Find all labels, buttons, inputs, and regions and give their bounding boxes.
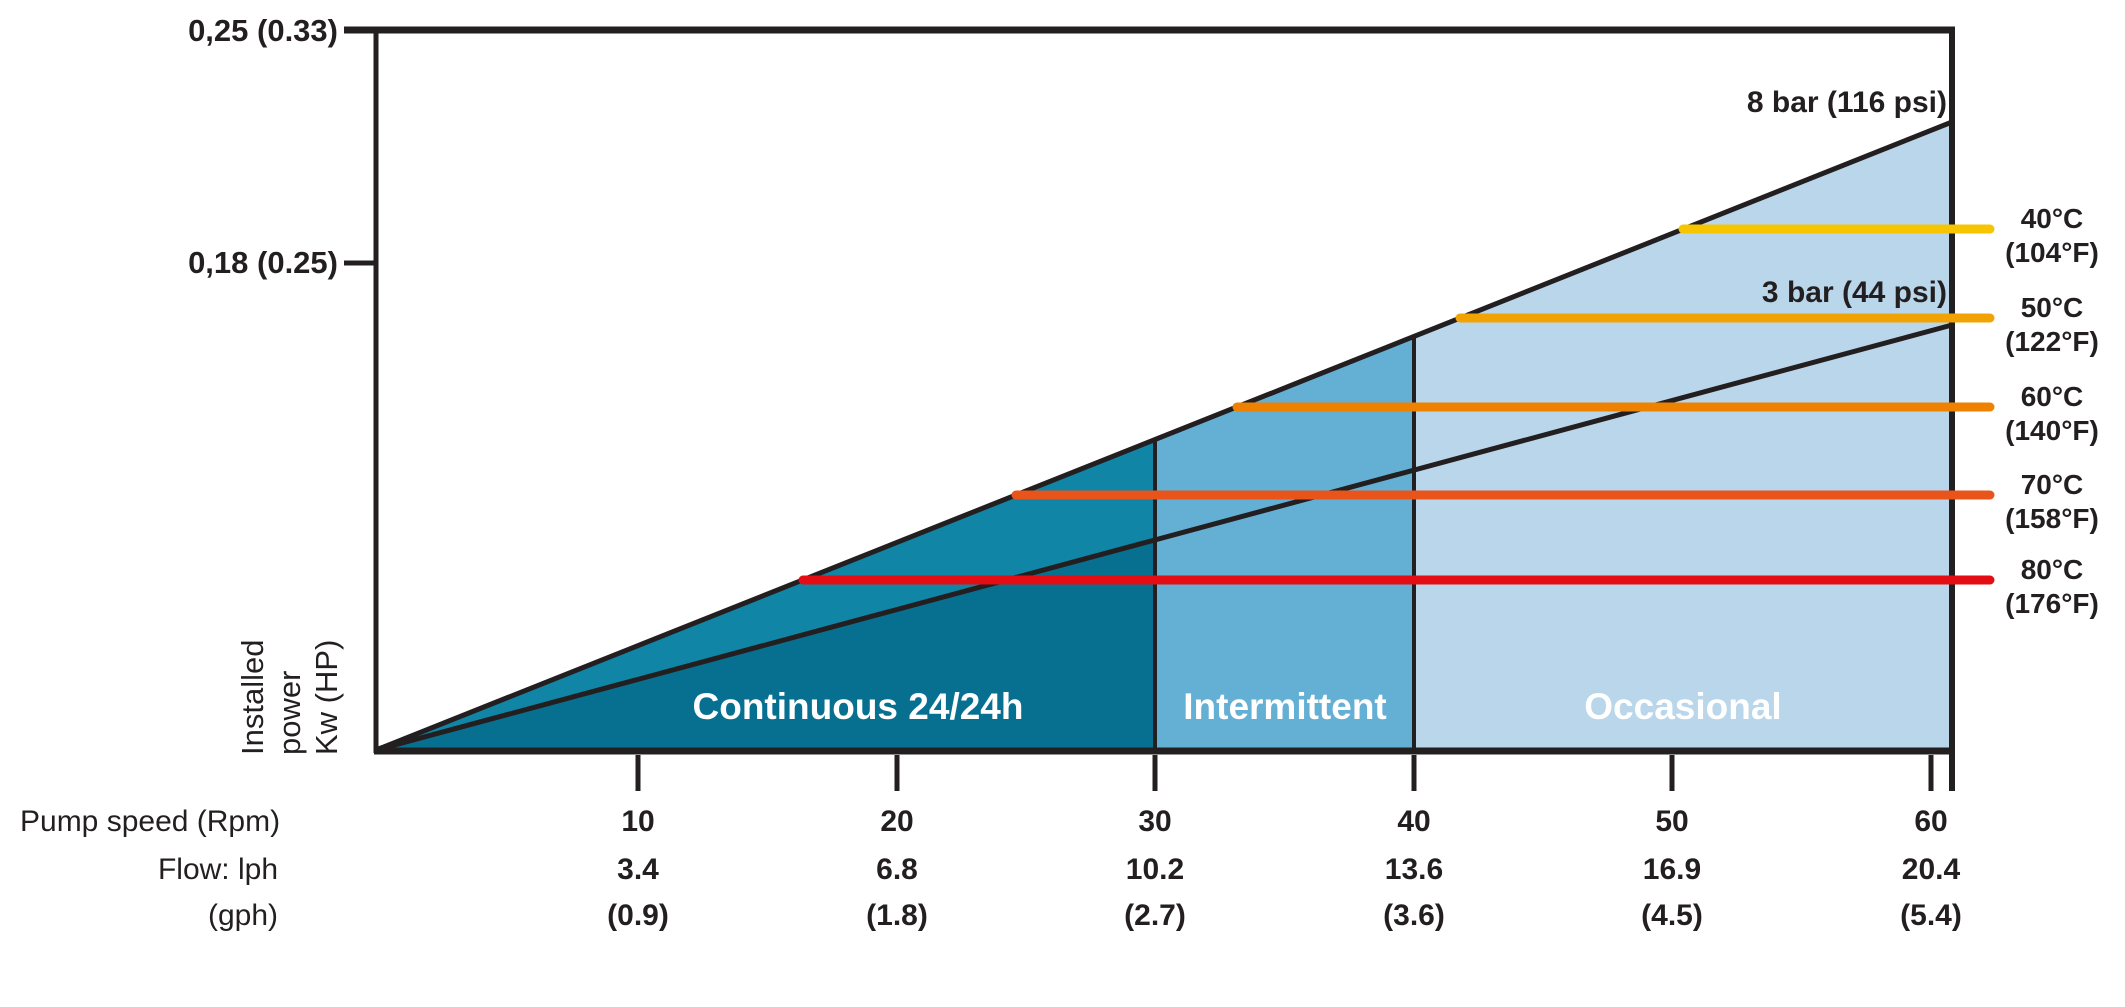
temp-label-80c: 80°C (176°F) — [1957, 553, 2125, 621]
y-axis-title: Installed power Kw (HP) — [234, 640, 345, 755]
x-value-lph-20: 6.8 — [876, 853, 918, 886]
x-value-rpm-50: 50 — [1655, 805, 1689, 838]
temp-label-70c-fahrenheit: (158°F) — [2005, 503, 2099, 534]
x-value-rpm-10: 10 — [621, 805, 655, 838]
x-value-rpm-60: 60 — [1914, 805, 1948, 838]
y-axis-title-line2: power — [272, 670, 307, 755]
zone-occasional-area — [1414, 122, 1952, 750]
y-tick-label-025: 0,25 (0.33) — [188, 13, 338, 48]
x-value-gph-20: (1.8) — [866, 899, 928, 932]
temp-label-40c-fahrenheit: (104°F) — [2005, 237, 2099, 268]
temp-label-50c-celsius: 50°C — [2020, 292, 2084, 323]
x-value-lph-10: 3.4 — [617, 853, 659, 886]
x-axis-row-label-rpm: Pump speed (Rpm) — [20, 805, 281, 838]
temp-label-70c: 70°C (158°F) — [1957, 468, 2125, 536]
x-value-gph-10: (0.9) — [607, 899, 669, 932]
zone-intermittent-area — [1155, 336, 1414, 750]
temp-label-40c: 40°C (104°F) — [1957, 202, 2125, 270]
temp-label-50c-fahrenheit: (122°F) — [2005, 326, 2099, 357]
temp-label-60c-fahrenheit: (140°F) — [2005, 415, 2099, 446]
x-value-gph-40: (3.6) — [1383, 899, 1445, 932]
temp-label-50c: 50°C (122°F) — [1957, 291, 2125, 359]
x-value-lph-50: 16.9 — [1642, 853, 1702, 886]
temp-label-60c: 60°C (140°F) — [1957, 380, 2125, 448]
x-value-lph-30: 10.2 — [1125, 853, 1185, 886]
pressure-line-3bar — [375, 322, 1953, 753]
y-tick-label-018: 0,18 (0.25) — [188, 245, 338, 280]
zone-label-continuous: Continuous 24/24h — [692, 686, 1024, 727]
x-value-gph-60: (5.4) — [1900, 899, 1962, 932]
x-axis-row-label-lph: Flow: lph — [157, 853, 278, 886]
x-axis-row-label-gph: (gph) — [207, 899, 278, 932]
temp-label-80c-fahrenheit: (176°F) — [2005, 588, 2099, 619]
zone-label-intermittent: Intermittent — [1183, 686, 1387, 727]
pressure-label-8bar: 8 bar (116 psi) — [1746, 86, 1947, 119]
temp-label-80c-celsius: 80°C — [2020, 554, 2084, 585]
temp-label-40c-celsius: 40°C — [2020, 203, 2084, 234]
y-axis-title-line3: Kw (HP) — [309, 639, 344, 755]
x-value-rpm-30: 30 — [1138, 805, 1172, 838]
x-value-gph-50: (4.5) — [1641, 899, 1703, 932]
zone-label-occasional: Occasional — [1584, 686, 1782, 727]
x-value-gph-30: (2.7) — [1124, 899, 1186, 932]
temp-label-60c-celsius: 60°C — [2020, 381, 2084, 412]
x-value-lph-60: 20.4 — [1901, 853, 1961, 886]
x-value-lph-40: 13.6 — [1384, 853, 1444, 886]
y-axis-title-line1: Installed — [235, 639, 270, 755]
pressure-label-3bar: 3 bar (44 psi) — [1761, 276, 1947, 309]
x-value-rpm-40: 40 — [1397, 805, 1431, 838]
temp-label-70c-celsius: 70°C — [2020, 469, 2084, 500]
x-value-rpm-20: 20 — [880, 805, 914, 838]
